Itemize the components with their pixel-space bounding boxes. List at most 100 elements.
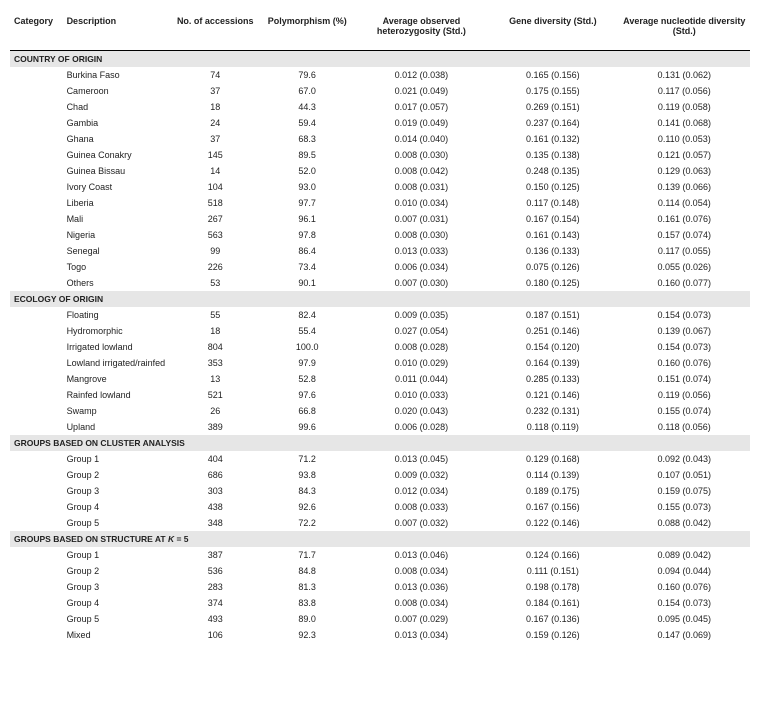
cell-accessions: 521 xyxy=(172,387,259,403)
cell-description: Mangrove xyxy=(63,371,172,387)
table-row: Upland38999.60.006 (0.028)0.118 (0.119)0… xyxy=(10,419,750,435)
cell-description: Group 3 xyxy=(63,483,172,499)
cell-category xyxy=(10,179,63,195)
cell-category xyxy=(10,115,63,131)
cell-accessions: 686 xyxy=(172,467,259,483)
cell-nucleotide: 0.114 (0.054) xyxy=(619,195,750,211)
cell-description: Togo xyxy=(63,259,172,275)
cell-accessions: 804 xyxy=(172,339,259,355)
cell-description: Group 2 xyxy=(63,563,172,579)
table-row: Hydromorphic1855.40.027 (0.054)0.251 (0.… xyxy=(10,323,750,339)
table-row: Ghana3768.30.014 (0.040)0.161 (0.132)0.1… xyxy=(10,131,750,147)
cell-gene-diversity: 0.251 (0.146) xyxy=(487,323,618,339)
cell-polymorphism: 59.4 xyxy=(259,115,356,131)
cell-polymorphism: 52.8 xyxy=(259,371,356,387)
cell-gene-diversity: 0.198 (0.178) xyxy=(487,579,618,595)
table-row: Group 437483.80.008 (0.034)0.184 (0.161)… xyxy=(10,595,750,611)
cell-description: Mixed xyxy=(63,627,172,643)
cell-polymorphism: 84.8 xyxy=(259,563,356,579)
cell-category xyxy=(10,611,63,627)
header-gene-diversity: Gene diversity (Std.) xyxy=(487,10,618,51)
cell-description: Group 4 xyxy=(63,595,172,611)
cell-description: Gambia xyxy=(63,115,172,131)
cell-category xyxy=(10,339,63,355)
cell-gene-diversity: 0.189 (0.175) xyxy=(487,483,618,499)
cell-nucleotide: 0.154 (0.073) xyxy=(619,339,750,355)
table-row: Senegal9986.40.013 (0.033)0.136 (0.133)0… xyxy=(10,243,750,259)
cell-category xyxy=(10,547,63,563)
cell-accessions: 13 xyxy=(172,371,259,387)
cell-description: Rainfed lowland xyxy=(63,387,172,403)
cell-accessions: 26 xyxy=(172,403,259,419)
table-row: Floating5582.40.009 (0.035)0.187 (0.151)… xyxy=(10,307,750,323)
cell-gene-diversity: 0.167 (0.136) xyxy=(487,611,618,627)
table-row: Guinea Conakry14589.50.008 (0.030)0.135 … xyxy=(10,147,750,163)
cell-nucleotide: 0.094 (0.044) xyxy=(619,563,750,579)
cell-polymorphism: 73.4 xyxy=(259,259,356,275)
cell-accessions: 267 xyxy=(172,211,259,227)
cell-gene-diversity: 0.118 (0.119) xyxy=(487,419,618,435)
cell-polymorphism: 89.5 xyxy=(259,147,356,163)
cell-description: Swamp xyxy=(63,403,172,419)
cell-category xyxy=(10,67,63,83)
cell-heterozygosity: 0.014 (0.040) xyxy=(356,131,487,147)
cell-heterozygosity: 0.008 (0.034) xyxy=(356,563,487,579)
cell-polymorphism: 81.3 xyxy=(259,579,356,595)
cell-category xyxy=(10,243,63,259)
cell-gene-diversity: 0.232 (0.131) xyxy=(487,403,618,419)
cell-heterozygosity: 0.011 (0.044) xyxy=(356,371,487,387)
section-title: COUNTRY OF ORIGIN xyxy=(10,51,750,68)
table-row: Burkina Faso7479.60.012 (0.038)0.165 (0.… xyxy=(10,67,750,83)
cell-heterozygosity: 0.007 (0.029) xyxy=(356,611,487,627)
header-accessions: No. of accessions xyxy=(172,10,259,51)
cell-heterozygosity: 0.008 (0.028) xyxy=(356,339,487,355)
cell-accessions: 404 xyxy=(172,451,259,467)
cell-heterozygosity: 0.007 (0.030) xyxy=(356,275,487,291)
cell-polymorphism: 93.8 xyxy=(259,467,356,483)
table-row: Group 140471.20.013 (0.045)0.129 (0.168)… xyxy=(10,451,750,467)
section-header: ECOLOGY OF ORIGIN xyxy=(10,291,750,307)
cell-polymorphism: 97.9 xyxy=(259,355,356,371)
cell-category xyxy=(10,211,63,227)
cell-nucleotide: 0.117 (0.056) xyxy=(619,83,750,99)
cell-polymorphism: 97.7 xyxy=(259,195,356,211)
cell-category xyxy=(10,595,63,611)
cell-nucleotide: 0.121 (0.057) xyxy=(619,147,750,163)
cell-category xyxy=(10,227,63,243)
cell-nucleotide: 0.092 (0.043) xyxy=(619,451,750,467)
cell-polymorphism: 79.6 xyxy=(259,67,356,83)
cell-nucleotide: 0.160 (0.076) xyxy=(619,579,750,595)
cell-description: Group 4 xyxy=(63,499,172,515)
data-table: Category Description No. of accessions P… xyxy=(10,10,750,643)
cell-heterozygosity: 0.006 (0.028) xyxy=(356,419,487,435)
cell-accessions: 493 xyxy=(172,611,259,627)
cell-heterozygosity: 0.013 (0.033) xyxy=(356,243,487,259)
cell-accessions: 438 xyxy=(172,499,259,515)
cell-heterozygosity: 0.013 (0.045) xyxy=(356,451,487,467)
cell-description: Guinea Bissau xyxy=(63,163,172,179)
table-row: Guinea Bissau1452.00.008 (0.042)0.248 (0… xyxy=(10,163,750,179)
section-title: GROUPS BASED ON STRUCTURE AT K = 5 xyxy=(10,531,750,547)
table-row: Cameroon3767.00.021 (0.049)0.175 (0.155)… xyxy=(10,83,750,99)
cell-accessions: 518 xyxy=(172,195,259,211)
cell-description: Mali xyxy=(63,211,172,227)
cell-accessions: 37 xyxy=(172,83,259,99)
cell-polymorphism: 44.3 xyxy=(259,99,356,115)
cell-category xyxy=(10,563,63,579)
table-row: Group 549389.00.007 (0.029)0.167 (0.136)… xyxy=(10,611,750,627)
cell-nucleotide: 0.151 (0.074) xyxy=(619,371,750,387)
cell-accessions: 18 xyxy=(172,99,259,115)
cell-accessions: 563 xyxy=(172,227,259,243)
cell-heterozygosity: 0.013 (0.034) xyxy=(356,627,487,643)
cell-category xyxy=(10,307,63,323)
cell-description: Group 3 xyxy=(63,579,172,595)
table-row: Lowland irrigated/rainfed35397.90.010 (0… xyxy=(10,355,750,371)
header-description: Description xyxy=(63,10,172,51)
cell-nucleotide: 0.119 (0.058) xyxy=(619,99,750,115)
cell-heterozygosity: 0.007 (0.032) xyxy=(356,515,487,531)
cell-gene-diversity: 0.117 (0.148) xyxy=(487,195,618,211)
cell-gene-diversity: 0.114 (0.139) xyxy=(487,467,618,483)
cell-nucleotide: 0.131 (0.062) xyxy=(619,67,750,83)
table-row: Gambia2459.40.019 (0.049)0.237 (0.164)0.… xyxy=(10,115,750,131)
table-row: Group 443892.60.008 (0.033)0.167 (0.156)… xyxy=(10,499,750,515)
